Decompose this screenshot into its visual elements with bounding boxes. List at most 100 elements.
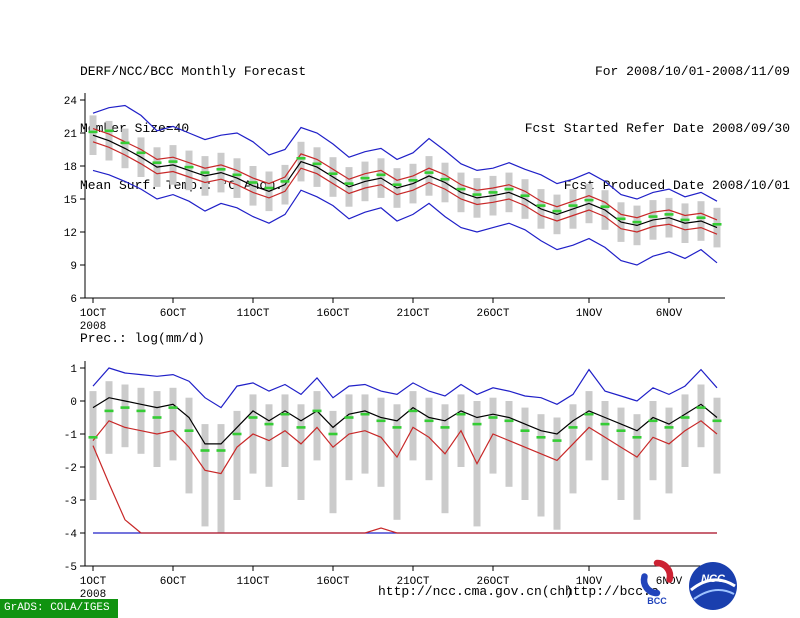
x-tick-sublabel: 2008 <box>80 589 106 601</box>
ncc-logo-wave-1 <box>690 578 736 592</box>
prec-ensemble-max <box>92 367 718 409</box>
ncc-logo-globe <box>689 562 737 610</box>
temp-median-marker <box>424 171 434 174</box>
temp-median-marker <box>472 193 482 196</box>
prec-ensemble-spread <box>265 404 273 487</box>
prec-median-marker <box>472 422 482 426</box>
grads-credit-badge: GrADS: COLA/IGES <box>0 599 118 618</box>
prec-ensemble-spread <box>425 397 433 481</box>
temp-median-marker <box>696 216 706 219</box>
y-tick-label: -5 <box>64 562 77 574</box>
prec-ensemble-spread <box>585 391 593 461</box>
prec-median-marker <box>696 406 706 409</box>
temp-median-marker <box>200 171 210 174</box>
prec-ensemble-spread <box>697 384 705 448</box>
temp-median-marker <box>344 182 354 185</box>
y-tick-label: 18 <box>64 162 77 174</box>
prec-ensemble-spread <box>377 397 385 487</box>
temp-median-marker <box>264 186 274 190</box>
prec-median-marker <box>664 426 674 429</box>
temp-median-marker <box>248 181 258 184</box>
prec-ensemble-spread <box>569 404 577 494</box>
x-tick-label: 11OCT <box>236 576 269 588</box>
y-tick-label: 0 <box>70 397 77 409</box>
prec-ensemble-spread <box>201 424 209 527</box>
prec-median-marker <box>312 409 322 413</box>
y-tick-label: -1 <box>64 430 78 442</box>
prec-floor-min-red <box>92 445 717 534</box>
x-tick-label: 6OCT <box>160 308 187 320</box>
prec-median-marker <box>616 429 626 432</box>
ncc-logo-label: NCC <box>701 573 726 585</box>
prec-ensemble-spread <box>505 401 513 487</box>
prec-ensemble-spread <box>441 404 449 514</box>
temp-ensemble-min <box>92 169 718 266</box>
prec-median-marker <box>88 436 98 439</box>
prec-ensemble-spread <box>105 381 113 454</box>
forecast-range-label: For 2008/10/01-2008/11/09 <box>594 64 790 79</box>
temp-median-marker <box>584 198 594 202</box>
prec-lower-quartile <box>92 420 718 475</box>
prec-median-marker <box>216 449 226 452</box>
ncc-url-text: http://ncc.cma.gov.cn(ch) <box>378 584 574 599</box>
temp-median-marker <box>504 187 514 191</box>
prec-ensemble-spread <box>489 397 497 474</box>
prec-ensemble-spread <box>409 391 417 461</box>
temp-median-marker <box>632 220 642 224</box>
x-tick-sublabel: 2008 <box>80 321 106 333</box>
prec-median-marker <box>552 439 562 442</box>
x-tick-label: 1OCT <box>80 308 107 320</box>
prec-ensemble-spread <box>329 410 337 514</box>
bcc-url-text: http://bcc.c <box>565 584 659 599</box>
x-tick-label: 21OCT <box>396 308 429 320</box>
prec-median-marker <box>104 409 114 413</box>
prec-ensemble-spread <box>297 404 305 500</box>
prec-median-marker <box>232 432 242 436</box>
prec-ensemble-spread <box>217 424 225 533</box>
temp-median-marker <box>648 215 658 218</box>
temp-median-marker <box>360 176 370 180</box>
prec-median-marker <box>168 406 178 409</box>
prec-ensemble-spread <box>345 394 353 481</box>
prec-ensemble-spread <box>521 407 529 500</box>
chart-suite-title: DERF/NCC/BCC Monthly Forecast <box>80 64 307 79</box>
prec-median-marker <box>712 419 722 423</box>
prec-median-marker <box>328 432 338 436</box>
x-tick-label: 16OCT <box>316 308 349 320</box>
prec-panel-title: Prec.: log(mm/d) <box>80 331 205 346</box>
prec-median-marker <box>648 419 658 423</box>
prec-ensemble-spread <box>649 401 657 481</box>
prec-median-marker <box>264 422 274 426</box>
temp-median-marker <box>392 183 402 186</box>
prec-ensemble-spread <box>233 410 241 500</box>
y-tick-label: 12 <box>64 228 77 240</box>
prec-median-marker <box>456 412 466 416</box>
prec-ensemble-spread <box>185 397 193 494</box>
prec-median-marker <box>504 419 514 423</box>
prec-median-marker <box>408 409 418 413</box>
prec-median-marker <box>680 416 690 419</box>
prec-ensemble-spread <box>537 414 545 517</box>
temp-median-marker <box>88 130 98 134</box>
prec-median-marker <box>584 412 594 416</box>
x-tick-label: 1OCT <box>80 576 107 588</box>
y-tick-label: -2 <box>64 463 77 475</box>
prec-ensemble-spread <box>553 417 561 530</box>
bcc-logo-red-arc <box>653 559 674 583</box>
temp-median-marker <box>232 173 242 177</box>
temp-median-marker <box>664 213 674 216</box>
bcc-logo-blue-arc <box>640 573 661 597</box>
temp-median-marker <box>456 187 466 191</box>
y-tick-label: 6 <box>70 294 77 306</box>
prec-median-marker <box>152 416 162 419</box>
y-tick-label: 15 <box>64 195 77 207</box>
temp-median-marker <box>376 173 386 177</box>
temp-median-marker <box>184 165 194 169</box>
x-tick-label: 21OCT <box>396 576 429 588</box>
temp-median-marker <box>600 205 610 208</box>
prec-median-marker <box>488 416 498 419</box>
temp-median-marker <box>616 217 626 221</box>
temp-median-marker <box>328 172 338 175</box>
prec-ensemble-spread <box>121 384 129 448</box>
